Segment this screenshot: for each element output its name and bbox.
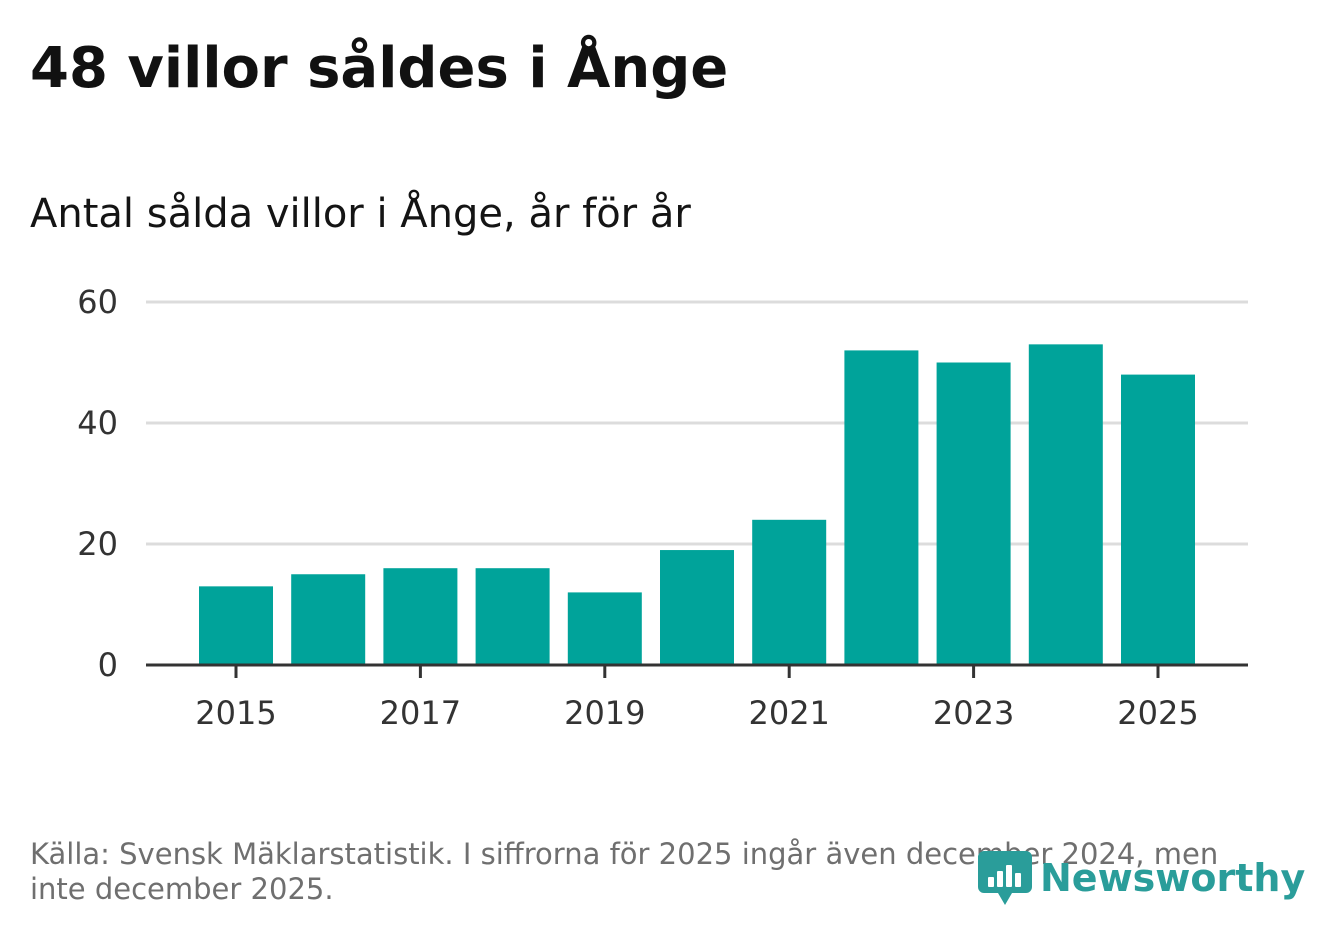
chart-subtitle: Antal sålda villor i Ånge, år för år (30, 191, 691, 237)
bar-2022[interactable] (844, 350, 919, 665)
x-tick-label-2025: 2025 (1117, 694, 1198, 732)
y-axis-labels: 0 20 40 60 (77, 283, 118, 684)
bar-2025[interactable] (1121, 374, 1195, 665)
x-axis (146, 663, 1248, 678)
brand-logo[interactable]: Newsworthy (978, 846, 1305, 910)
bar-2017[interactable] (383, 568, 458, 665)
x-tick-label-2017: 2017 (380, 694, 461, 732)
bar-2023[interactable] (936, 362, 1011, 666)
newsworthy-logo-icon (978, 851, 1032, 905)
x-tick-label-2023: 2023 (933, 694, 1014, 732)
y-tick-label-40: 40 (77, 404, 118, 442)
y-tick-label-0: 0 (98, 646, 118, 684)
bar-2018[interactable] (475, 568, 550, 665)
x-tick-label-2015: 2015 (195, 694, 276, 732)
chart-title: 48 villor såldes i Ånge (30, 36, 729, 101)
bar-2016[interactable] (291, 574, 366, 665)
bar-2019[interactable] (567, 592, 642, 665)
x-tick-label-2021: 2021 (748, 694, 829, 732)
bar-2020[interactable] (660, 550, 734, 665)
bar-2024[interactable] (1028, 344, 1103, 665)
bars (199, 344, 1195, 665)
y-tick-label-60: 60 (77, 283, 118, 321)
x-tick-label-2019: 2019 (564, 694, 645, 732)
y-tick-label-20: 20 (77, 525, 118, 563)
bar-2015[interactable] (199, 586, 273, 665)
brand-name: Newsworthy (1040, 856, 1306, 900)
x-axis-labels: 2015 2017 2019 2021 2023 2025 (195, 694, 1198, 732)
bar-2021[interactable] (752, 519, 827, 665)
